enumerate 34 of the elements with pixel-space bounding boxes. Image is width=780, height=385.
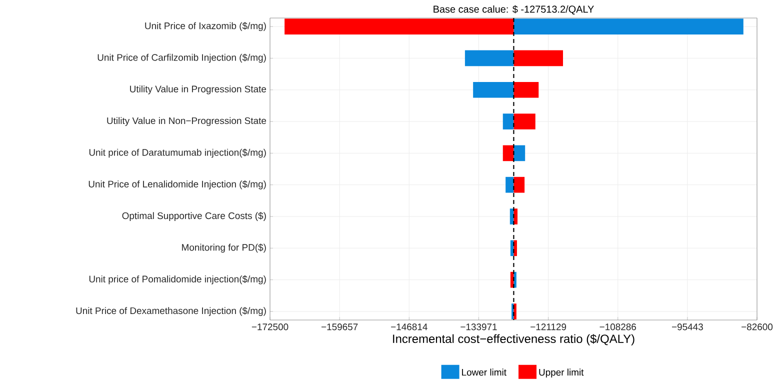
- y-tick-label: Unit price of Pomalidomide injection($/mg): [89, 275, 266, 284]
- bar: [514, 82, 539, 98]
- bar: [514, 50, 564, 66]
- x-tick-label: −121129: [530, 324, 566, 330]
- x-tick-label: −95443: [672, 324, 703, 330]
- bar: [464, 50, 514, 66]
- y-tick-label: Unit Price of Carfilzomib Injection ($/mg): [98, 54, 266, 63]
- y-tick-label: Unit Price of Dexamethasone Injection ($/mg): [76, 306, 266, 316]
- bar: [502, 114, 514, 130]
- bar: [514, 18, 744, 34]
- y-tick-label: Unit price of Daratumumab injection($/mg): [89, 148, 266, 158]
- y-tick-label: Unit Price of Lenalidomide Injection ($/mg): [88, 180, 266, 190]
- y-tick-label: Utility Value in Progression State: [130, 85, 266, 94]
- y-tick-label: Monitoring for PD($): [182, 244, 266, 253]
- bar: [514, 114, 536, 130]
- bar: [473, 82, 514, 98]
- y-tick-label: Optimal Supportive Care Costs ($): [122, 212, 266, 221]
- y-tick-label: Unit Price of Ixazomib ($/mg): [145, 22, 266, 32]
- y-tick-label: Utility Value in Non−Progression State: [107, 117, 266, 126]
- bar: [506, 176, 514, 193]
- x-tick-label: −146814: [391, 324, 428, 330]
- x-tick-label: −108286: [600, 324, 636, 330]
- x-tick-label: −172500: [252, 324, 288, 330]
- legend-label: Lower limit: [462, 368, 506, 376]
- x-axis-title: Incremental cost−effectiveness ratio ($/QALY): [393, 334, 634, 346]
- legend-label: Upper limit: [539, 368, 584, 378]
- bar: [284, 18, 514, 34]
- x-tick-label: −82600: [742, 324, 773, 330]
- bar: [514, 176, 525, 193]
- chart-title: Base case calue: $ -127513.2/QALY: [434, 5, 594, 15]
- x-tick-label: −133971: [460, 324, 497, 330]
- x-tick-label: −159657: [321, 324, 358, 330]
- bar: [502, 145, 514, 162]
- bar: [514, 145, 526, 162]
